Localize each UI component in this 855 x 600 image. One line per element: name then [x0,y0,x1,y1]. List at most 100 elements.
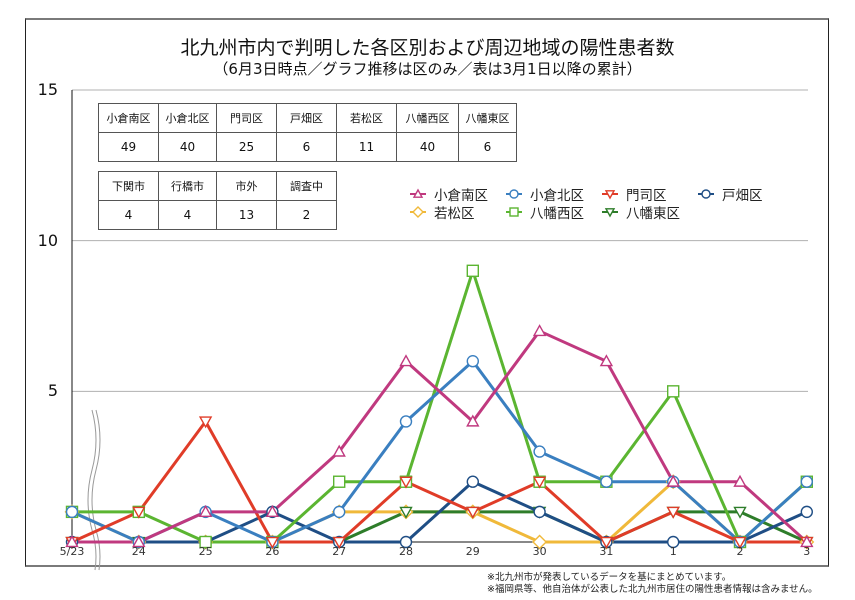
table-header-cell: 若松区 [336,103,397,133]
other-area-totals-table: 下関市 行橋市 市外 調査中 4 4 13 2 [98,171,337,230]
table-value-cell: 4 [98,200,159,230]
data-point-marker [733,474,747,487]
legend-item: 若松区 [410,202,475,222]
x-tick-label: 31 [599,545,614,558]
legend-item: 八幡東区 [602,202,680,222]
data-point-marker [399,354,413,367]
series-markers [65,355,813,549]
footnotes: ※北九州市が発表しているデータを基にまとめています。 ※福岡県等、他自治体が公表… [487,572,818,596]
data-point-marker [132,506,146,519]
data-point-marker [466,475,479,488]
table-value-cell: 25 [216,132,277,162]
data-point-marker [198,416,213,429]
data-point-marker [466,355,479,368]
legend-item: 戸畑区 [698,184,763,204]
x-tick-label: 24 [131,545,146,558]
data-point-marker [599,354,614,367]
diamond-marker-icon [410,206,426,218]
square-marker-icon [506,207,522,217]
table-header-cell: 八幡東区 [458,103,517,133]
data-point-marker [65,505,79,519]
footnote-exclusion: ※福岡県等、他自治体が公表した北九州市居住の陽性患者情報は含みません。 [487,584,818,595]
data-point-marker [666,506,680,519]
data-point-marker [532,476,547,489]
data-point-marker [265,504,280,517]
data-point-marker [332,444,346,457]
data-point-marker [800,475,813,488]
data-point-marker [800,505,813,519]
data-point-marker [733,536,747,549]
x-tick-label: 2 [736,545,744,558]
data-point-marker [333,475,346,488]
x-tick-label: 1 [669,545,677,558]
x-tick-label: 3 [803,545,811,558]
table-header-cell: 小倉南区 [98,103,159,133]
series-polyline [72,480,808,544]
legend-label: 小倉北区 [530,188,584,204]
series-polyline [72,329,808,544]
table-header-cell: 小倉北区 [158,103,217,133]
table-value-cell: 6 [458,132,517,162]
data-point-marker [199,535,212,549]
other-area-header-row: 下関市 行橋市 市外 調査中 [98,171,337,201]
table-header-cell: 下関市 [98,171,159,201]
ward-totals-value-row: 49 40 25 6 11 40 6 [98,132,517,162]
data-point-marker [265,536,280,549]
x-tick-label: 29 [465,545,480,558]
x-tick-label: 28 [399,545,413,558]
table-header-cell: 門司区 [216,103,277,133]
data-point-marker [333,505,346,519]
data-point-marker [733,506,747,519]
legend-label: 門司区 [626,188,667,204]
data-point-marker [466,506,480,519]
chart-subtitle: （6月3日時点／グラフ推移は区のみ／表は3月1日以降の累計） [213,60,642,78]
x-tick-label: 25 [198,545,213,558]
table-header-cell: 行橋市 [158,171,217,201]
chart-frame [25,18,829,567]
series-polyline [71,419,807,544]
legend-item: 門司区 [602,184,667,204]
data-point-marker [599,536,614,549]
data-point-marker [399,476,413,489]
other-area-value-row: 4 4 13 2 [98,200,337,230]
series-polyline [72,269,808,544]
data-point-marker [132,535,146,548]
chart-title: 北九州市内で判明した各区別および周辺地域の陽性患者数 [180,37,675,59]
x-tick-label: 27 [332,545,347,558]
legend-label: 戸畑区 [722,188,763,204]
data-point-marker [600,475,613,488]
series-line [72,510,808,544]
table-header-cell: 調査中 [276,171,337,201]
legend-label: 八幡東区 [626,206,680,222]
series-line [72,329,808,544]
data-point-marker [399,415,413,428]
data-point-marker [532,534,548,550]
legend-label: 八幡西区 [530,206,584,222]
legend-item: 小倉北区 [506,184,584,204]
table-value-cell: 4 [158,200,217,230]
table-value-cell: 11 [336,132,397,162]
x-tick-label: 26 [265,545,280,558]
data-point-marker [667,535,680,549]
ward-totals-header-row: 小倉南区 小倉北区 門司区 戸畑区 若松区 八幡西区 八幡東区 [98,103,517,133]
series-markers [65,324,814,548]
series-line [72,269,808,544]
triangle-up-marker-icon [410,188,426,198]
table-value-cell: 40 [158,132,217,162]
series-line [72,480,808,544]
data-point-marker [399,506,413,519]
data-point-marker [466,264,479,277]
data-point-marker [532,324,547,337]
triangle-down-marker-icon [602,208,618,218]
table-header-cell: 市外 [216,171,277,201]
footnote-source: ※北九州市が発表しているデータを基にまとめています。 [487,572,732,583]
ward-totals-table: 小倉南区 小倉北区 門司区 戸畑区 若松区 八幡西区 八幡東区 49 40 25 6 11 40 6 [98,103,517,162]
series-polyline [72,510,808,544]
data-point-marker [667,385,680,398]
data-point-marker [800,535,814,548]
legend-label: 小倉南区 [434,188,488,204]
y-tick-label: 10 [37,230,58,250]
table-value-cell: 49 [98,132,159,162]
legend-item: 小倉南区 [410,184,488,204]
data-point-marker [466,414,480,427]
